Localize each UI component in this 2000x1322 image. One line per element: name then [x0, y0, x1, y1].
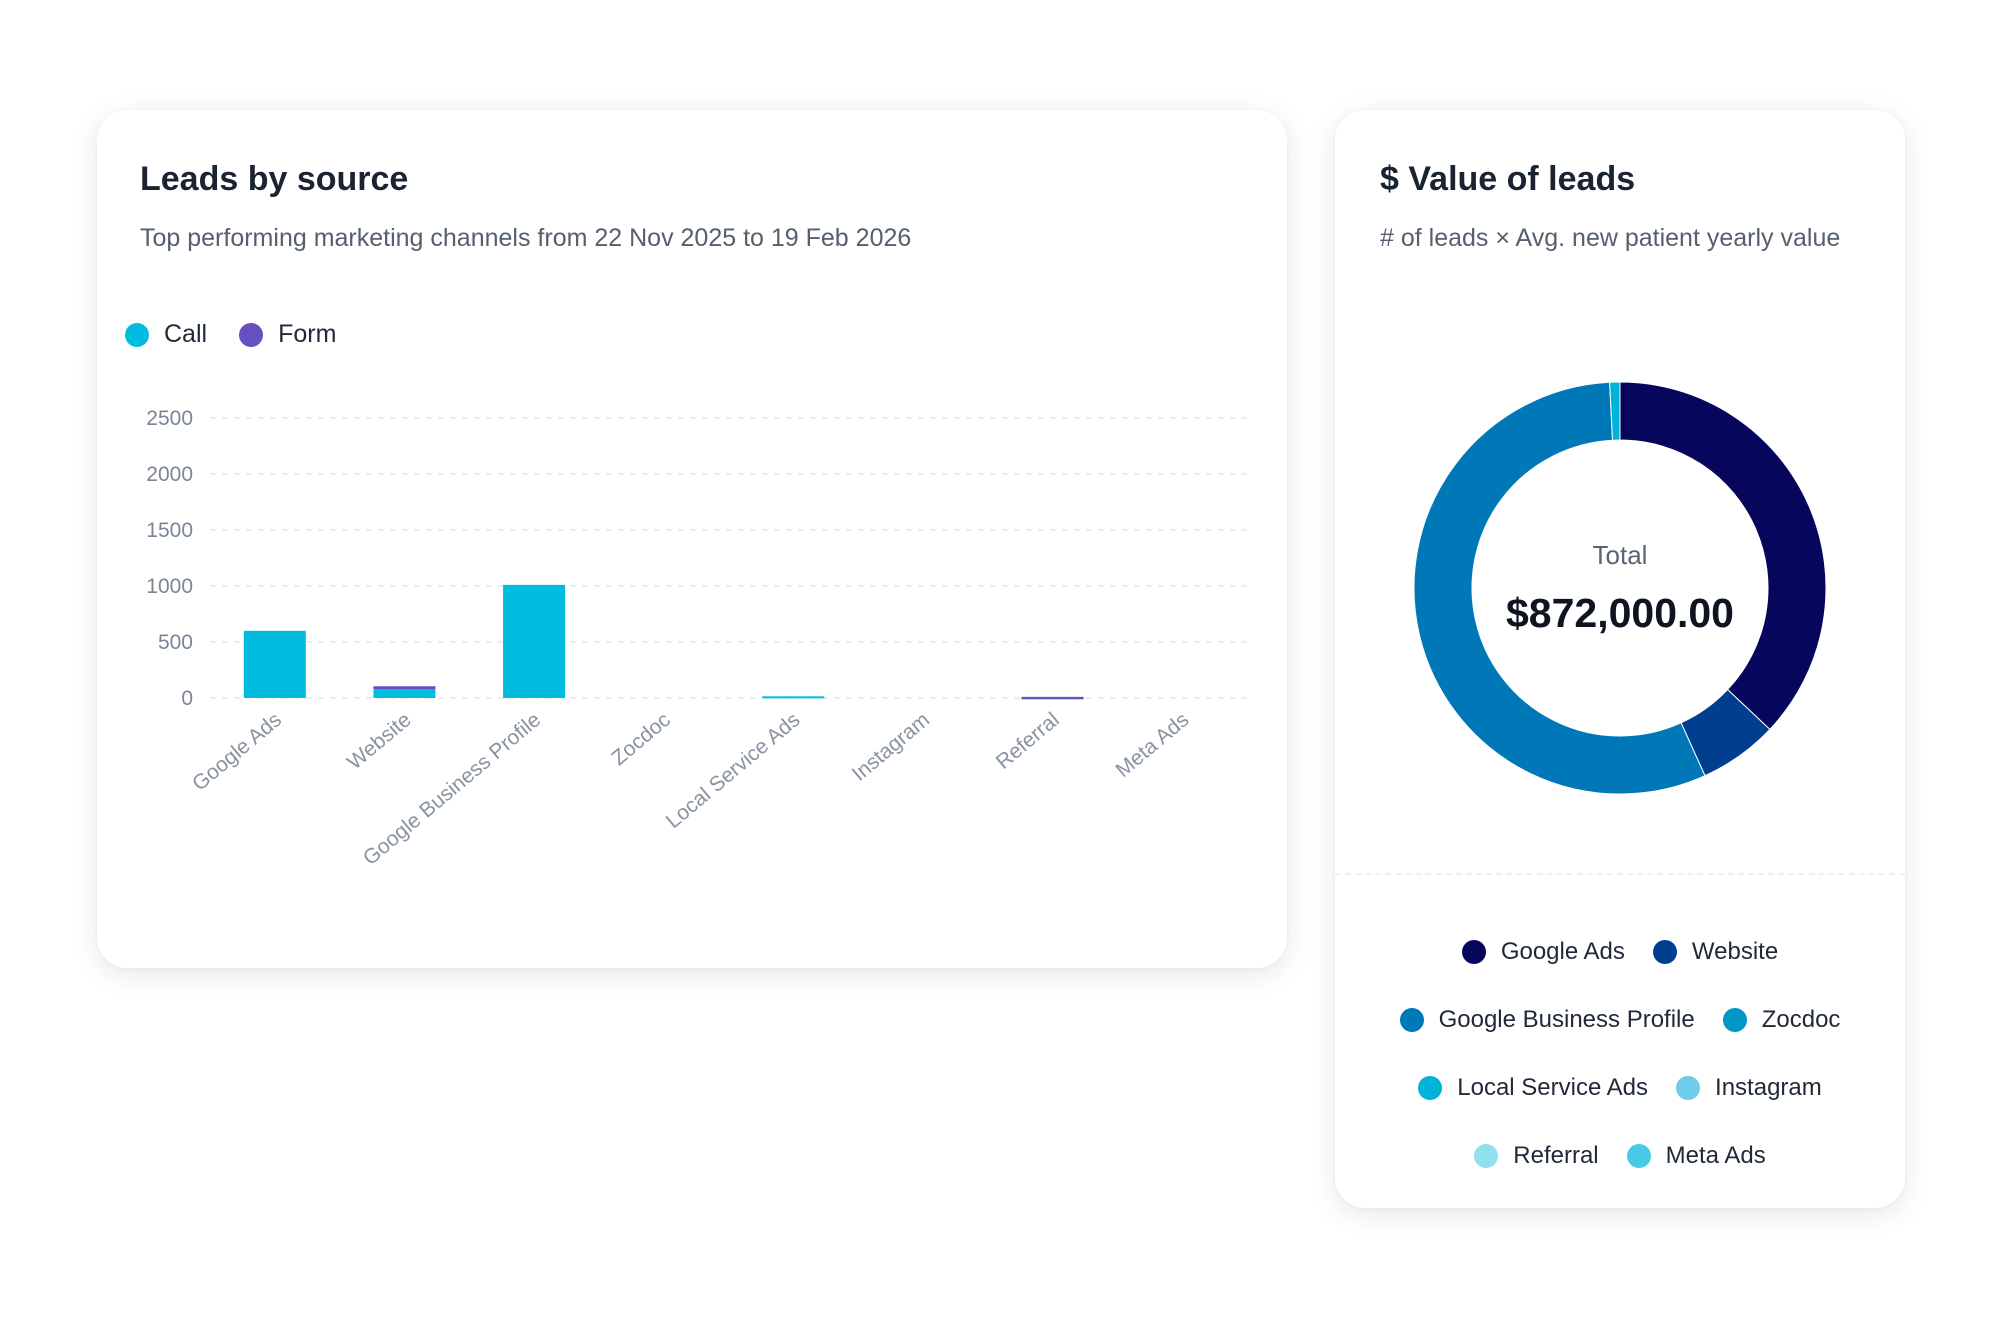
value-donut-chart — [1413, 381, 1827, 795]
legend-dot-meta-ads — [1626, 1144, 1651, 1168]
legend-item-meta-ads[interactable]: Meta Ads — [1626, 1142, 1766, 1170]
slice-google-ads[interactable] — [1619, 381, 1827, 731]
bar-google-business-profile-call[interactable] — [503, 584, 566, 698]
legend-dot-zocdoc — [1722, 1008, 1747, 1032]
x-tick-label: Zocdoc — [607, 708, 675, 770]
legend-item-instagram[interactable]: Instagram — [1676, 1074, 1822, 1102]
y-tick-label: 2000 — [146, 463, 193, 486]
legend-dot-google-ads — [1461, 940, 1486, 964]
bar-local-service-ads-call[interactable] — [762, 696, 825, 699]
y-tick-label: 1000 — [146, 575, 193, 598]
bar-website-form[interactable] — [373, 686, 436, 690]
y-tick-label: 2500 — [146, 407, 193, 430]
x-tick-label: Website — [343, 708, 416, 774]
legend-label-form: Form — [278, 320, 337, 348]
legend-item-zocdoc[interactable]: Zocdoc — [1722, 1006, 1841, 1034]
value-card-title: $ Value of leads — [1380, 160, 1636, 198]
legend-label-local-service-ads: Local Service Ads — [1457, 1074, 1649, 1101]
bar-legend: Call Form — [125, 320, 368, 349]
donut-legend: Google Ads Website Google Business Profile… — [1335, 918, 1905, 1190]
legend-label-call: Call — [164, 320, 208, 348]
bar-google-ads-call[interactable] — [243, 630, 306, 698]
legend-dot-local-service-ads — [1418, 1076, 1443, 1100]
donut-total-label: Total — [1592, 540, 1648, 570]
donut-legend-row: Referral Meta Ads — [1335, 1122, 1905, 1190]
slice-local-service-ads[interactable] — [1609, 381, 1621, 441]
legend-item-google-ads[interactable]: Google Ads — [1461, 938, 1625, 966]
legend-dot-instagram — [1676, 1076, 1701, 1100]
x-tick-label: Instagram — [848, 708, 934, 786]
legend-item-form[interactable]: Form — [239, 320, 336, 349]
legend-item-website[interactable]: Website — [1652, 938, 1779, 966]
legend-label-google-business-profile: Google Business Profile — [1438, 1006, 1695, 1033]
legend-label-zocdoc: Zocdoc — [1761, 1006, 1841, 1033]
y-tick-label: 1500 — [146, 519, 193, 542]
value-card-subtitle: # of leads × Avg. new patient yearly val… — [1380, 224, 1841, 252]
legend-item-call[interactable]: Call — [125, 320, 207, 349]
leads-by-source-card: Leads by source Top performing marketing… — [97, 110, 1287, 968]
legend-divider — [1335, 873, 1905, 875]
donut-legend-row: Google Business Profile Zocdoc — [1335, 986, 1905, 1054]
legend-item-referral[interactable]: Referral — [1474, 1142, 1599, 1170]
legend-label-google-ads: Google Ads — [1500, 938, 1625, 965]
bar-website-call[interactable] — [373, 689, 436, 698]
bar-referral-form[interactable] — [1021, 696, 1084, 699]
y-tick-label: 500 — [158, 631, 193, 654]
leads-card-subtitle: Top performing marketing channels from 2… — [140, 224, 912, 252]
x-tick-label: Meta Ads — [1112, 708, 1194, 782]
legend-label-website: Website — [1691, 938, 1779, 965]
legend-label-meta-ads: Meta Ads — [1665, 1142, 1766, 1169]
donut-total-value: $872,000.00 — [1505, 590, 1734, 636]
x-tick-label: Local Service Ads — [662, 708, 805, 833]
y-tick-label: 0 — [181, 687, 193, 710]
legend-dot-referral — [1474, 1144, 1499, 1168]
value-of-leads-card: $ Value of leads # of leads × Avg. new p… — [1335, 110, 1905, 1208]
legend-label-instagram: Instagram — [1715, 1074, 1822, 1101]
legend-dot-form — [239, 322, 264, 347]
x-tick-label: Google Ads — [188, 708, 286, 795]
leads-card-title: Leads by source — [140, 160, 409, 198]
x-tick-label: Referral — [992, 708, 1064, 774]
legend-item-local-service-ads[interactable]: Local Service Ads — [1418, 1074, 1648, 1102]
donut-legend-row: Google Ads Website — [1335, 918, 1905, 986]
legend-dot-website — [1652, 940, 1677, 964]
slice-google-business-profile[interactable] — [1413, 381, 1706, 795]
legend-label-referral: Referral — [1513, 1142, 1599, 1169]
donut-legend-row: Local Service Ads Instagram — [1335, 1054, 1905, 1122]
legend-dot-call — [125, 322, 149, 347]
legend-item-google-business-profile[interactable]: Google Business Profile — [1399, 1006, 1695, 1034]
legend-dot-google-business-profile — [1399, 1008, 1424, 1032]
